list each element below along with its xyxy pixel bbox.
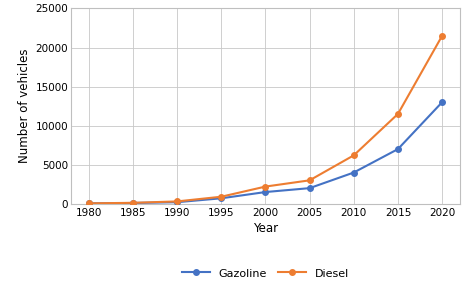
Line: Gazoline: Gazoline (86, 99, 445, 206)
Gazoline (219, 197, 224, 200)
Diesel (174, 200, 180, 203)
Gazoline (130, 201, 136, 205)
Diesel (395, 112, 401, 116)
Gazoline (395, 147, 401, 151)
Legend: Gazoline, Diesel: Gazoline, Diesel (177, 264, 354, 283)
Diesel (263, 185, 268, 188)
Diesel (130, 201, 136, 205)
Gazoline (174, 200, 180, 204)
Gazoline (307, 186, 312, 190)
Y-axis label: Number of vehicles: Number of vehicles (18, 49, 31, 163)
X-axis label: Year: Year (253, 222, 278, 235)
Line: Diesel: Diesel (86, 33, 445, 206)
Gazoline (86, 202, 91, 205)
Diesel (86, 202, 91, 205)
Diesel (219, 195, 224, 198)
Gazoline (439, 100, 445, 104)
Diesel (439, 34, 445, 38)
Gazoline (263, 190, 268, 194)
Gazoline (351, 171, 356, 174)
Diesel (351, 154, 356, 157)
Diesel (307, 179, 312, 182)
